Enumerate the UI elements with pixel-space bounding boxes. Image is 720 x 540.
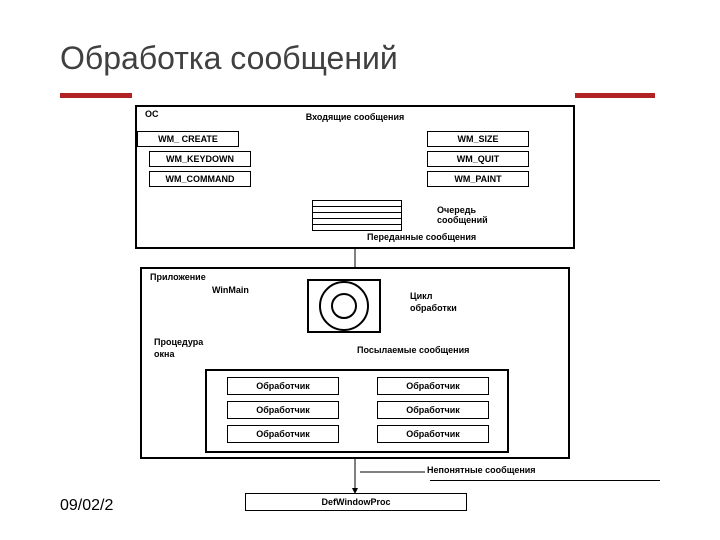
sent-label: Посылаемые сообщения	[357, 345, 469, 355]
handler-2: Обработчик	[377, 377, 489, 395]
msg-wm-size: WM_SIZE	[427, 131, 529, 147]
handlers-box: Обработчик Обработчик Обработчик Обработ…	[205, 369, 509, 453]
unknown-label: Непонятные сообщения	[427, 465, 536, 475]
proc-label-1: Процедура	[154, 337, 203, 347]
msg-wm-keydown: WM_KEYDOWN	[149, 151, 251, 167]
winmain-label: WinMain	[212, 285, 249, 295]
handler-5: Обработчик	[227, 425, 339, 443]
handler-1: Обработчик	[227, 377, 339, 395]
handler-4: Обработчик	[377, 401, 489, 419]
accent-bar-right	[575, 93, 655, 98]
date-text: 09/02/2	[60, 497, 113, 515]
app-box: Приложение WinMain Цикл обработки Процед…	[140, 267, 570, 459]
accent-bar-left	[60, 93, 132, 98]
cycle-label-2: обработки	[410, 303, 457, 313]
defwindowproc-box: DefWindowProc	[245, 493, 467, 511]
page-title: Обработка сообщений	[60, 40, 398, 77]
handler-6: Обработчик	[377, 425, 489, 443]
handler-3: Обработчик	[227, 401, 339, 419]
proc-label-2: окна	[154, 349, 174, 359]
passed-label: Переданные сообщения	[367, 232, 527, 242]
queue-label: Очередь сообщений	[437, 205, 517, 225]
incoming-label: Входящие сообщения	[137, 112, 573, 122]
cycle-box	[307, 279, 381, 333]
msg-wm-paint: WM_PAINT	[427, 171, 529, 187]
message-queue	[312, 200, 402, 231]
cycle-label-1: Цикл	[410, 291, 432, 301]
diagram: ОС Входящие сообщения WM_ CREATE WM_KEYD…	[135, 105, 575, 515]
msg-wm-command: WM_COMMAND	[149, 171, 251, 187]
msg-wm-quit: WM_QUIT	[427, 151, 529, 167]
cycle-ring-inner-icon	[331, 293, 357, 319]
os-box: ОС Входящие сообщения WM_ CREATE WM_KEYD…	[135, 105, 575, 249]
msg-wm-create: WM_ CREATE	[137, 131, 239, 147]
app-label: Приложение	[150, 272, 206, 282]
